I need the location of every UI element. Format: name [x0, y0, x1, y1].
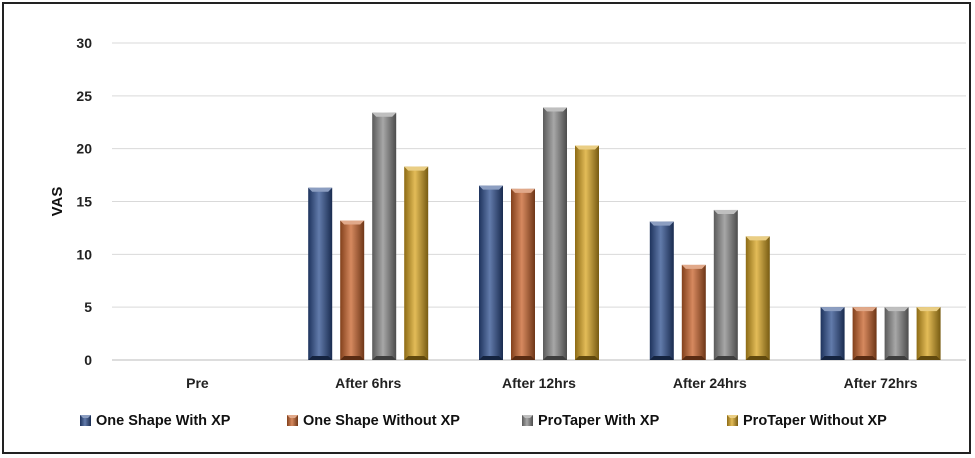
legend-swatch: [287, 415, 298, 426]
legend-label: ProTaper With XP: [538, 413, 660, 429]
bar-one-shape-with-xp-after-72hrs: [820, 307, 845, 360]
bar-protaper-with-xp-after-12hrs: [543, 107, 567, 360]
bar-one-shape-with-xp-after-6hrs: [308, 187, 333, 360]
bars: [308, 107, 941, 361]
bar-one-shape-without-xp-after-6hrs: [340, 220, 365, 360]
bar-protaper-without-xp-after-24hrs: [745, 236, 770, 360]
y-tick-20: 20: [76, 141, 92, 157]
x-tick-labels: Pre After 6hrs After 12hrs After 24hrs After…: [186, 375, 918, 391]
y-tick-5: 5: [84, 299, 92, 315]
bar-one-shape-without-xp-after-24hrs: [681, 264, 706, 360]
y-tick-labels: 0 5 10 15 20 25 30: [76, 35, 92, 368]
legend-item-one-shape-with-xp: One Shape With XP: [80, 413, 231, 429]
bar-protaper-with-xp-after-24hrs: [713, 209, 738, 360]
x-tick-after-12hrs: After 12hrs: [502, 375, 576, 391]
bar-protaper-without-xp-after-12hrs: [575, 145, 599, 360]
bar-protaper-without-xp-after-72hrs: [916, 307, 941, 360]
y-axis-title: VAS: [49, 187, 66, 217]
legend-swatch: [727, 415, 738, 426]
bar-one-shape-with-xp-after-24hrs: [649, 221, 674, 360]
bar-one-shape-with-xp-after-12hrs: [479, 185, 503, 360]
bar-protaper-with-xp-after-6hrs: [372, 112, 397, 361]
legend-label: One Shape With XP: [96, 413, 231, 429]
x-tick-after-72hrs: After 72hrs: [844, 375, 918, 391]
legend-label: ProTaper Without XP: [743, 413, 887, 429]
x-tick-pre: Pre: [186, 375, 209, 391]
bar-one-shape-without-xp-after-12hrs: [511, 188, 535, 360]
x-tick-after-24hrs: After 24hrs: [673, 375, 747, 391]
legend-item-protaper-without-xp: ProTaper Without XP: [727, 413, 887, 429]
legend-label: One Shape Without XP: [303, 413, 460, 429]
legend-swatch: [80, 415, 91, 426]
y-tick-15: 15: [76, 194, 92, 210]
y-tick-0: 0: [84, 352, 92, 368]
legend-item-protaper-with-xp: ProTaper With XP: [522, 413, 660, 429]
bar-protaper-without-xp-after-6hrs: [404, 166, 429, 360]
y-tick-10: 10: [76, 246, 92, 262]
x-tick-after-6hrs: After 6hrs: [335, 375, 401, 391]
legend-swatch: [522, 415, 533, 426]
legend-item-one-shape-without-xp: One Shape Without XP: [287, 413, 460, 429]
bar-one-shape-without-xp-after-72hrs: [852, 307, 877, 360]
legend: One Shape With XP One Shape Without XP Pro…: [80, 413, 887, 429]
y-tick-25: 25: [76, 88, 92, 104]
bar-protaper-with-xp-after-72hrs: [884, 307, 909, 360]
y-tick-30: 30: [76, 35, 92, 51]
